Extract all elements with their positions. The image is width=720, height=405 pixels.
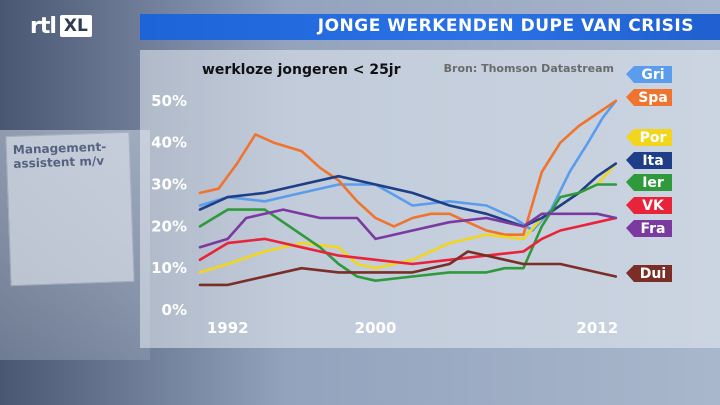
- y-tick-label: 50%: [151, 92, 187, 110]
- legend-label: Spa: [638, 90, 668, 106]
- title-bar: JONGE WERKENDEN DUPE VAN CRISIS: [140, 14, 720, 40]
- y-tick-label: 20%: [151, 217, 187, 235]
- y-tick-label: 0%: [162, 301, 187, 319]
- series-line-vk: [198, 216, 618, 266]
- legend-swatch: [626, 197, 672, 214]
- y-axis: 0% 10% 20% 30% 40% 50%: [151, 92, 187, 319]
- legend-item-por: Por: [626, 129, 672, 146]
- legend-item-vk: VK: [626, 197, 672, 214]
- legend-label: Dui: [640, 266, 666, 282]
- y-tick-label: 30%: [151, 176, 187, 194]
- legend-label: Gri: [641, 67, 664, 83]
- legend-item-ier: Ier: [626, 174, 672, 191]
- legend-swatch: [626, 265, 672, 282]
- legend-label: Por: [640, 130, 667, 146]
- chart-source: Bron: Thomson Datastream: [444, 62, 614, 75]
- legend-label: Ita: [642, 153, 663, 169]
- legend-item-ita: Ita: [626, 152, 672, 169]
- legend-swatch: [626, 89, 672, 106]
- channel-logo: rtl XL: [30, 11, 92, 41]
- legend-swatch: [626, 152, 672, 169]
- legend-swatch: [626, 174, 672, 191]
- series-line-fra: [198, 208, 618, 249]
- series-line-spa: [198, 99, 618, 236]
- chart-subtitle: werkloze jongeren < 25jr: [202, 62, 401, 78]
- series-line-ier: [198, 183, 618, 282]
- x-axis: 1992 2000 2012: [207, 319, 618, 337]
- legend-item-dui: Dui: [626, 265, 672, 282]
- legend-label: VK: [642, 198, 665, 214]
- x-tick-label: 2012: [576, 319, 618, 337]
- legend-swatch: [626, 129, 672, 146]
- x-tick-label: 2000: [355, 319, 397, 337]
- legend-label: Fra: [640, 221, 665, 237]
- series-line-dui: [198, 250, 618, 287]
- legend-item-fra: Fra: [626, 220, 672, 237]
- legend-item-spa: Spa: [626, 89, 672, 106]
- legend-label: Ier: [642, 175, 664, 191]
- series-line-ita: [198, 162, 618, 228]
- series-line-por: [198, 162, 618, 274]
- y-tick-label: 40%: [151, 134, 187, 152]
- y-tick-label: 10%: [151, 259, 187, 277]
- legend: Gri Spa Por Ita Ier VK Fra Dui: [626, 66, 672, 282]
- legend-swatch: [626, 66, 672, 83]
- logo-badge: XL: [59, 15, 92, 37]
- series-lines: [198, 99, 618, 287]
- legend-item-gri: Gri: [626, 66, 672, 83]
- series-line-gri: [198, 99, 618, 232]
- legend-swatch: [626, 220, 672, 237]
- x-tick-label: 1992: [207, 319, 249, 337]
- chart-title-banner: JONGE WERKENDEN DUPE VAN CRISIS: [317, 16, 694, 36]
- logo-text: rtl: [30, 13, 57, 39]
